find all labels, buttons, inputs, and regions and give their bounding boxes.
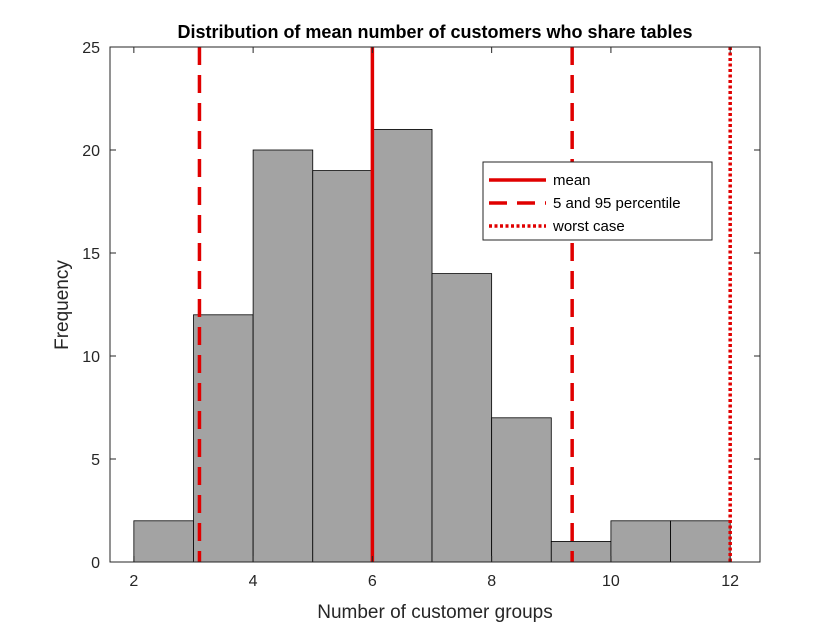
- reference-lines-group: [197, 47, 732, 562]
- x-tick-label: 8: [487, 573, 496, 590]
- x-tick-label: 4: [249, 573, 258, 590]
- y-tick-label: 15: [82, 246, 100, 263]
- legend: mean 5 and 95 percentile worst case: [482, 161, 713, 241]
- y-tick-label: 25: [82, 40, 100, 57]
- histogram-bar: [371, 128, 433, 563]
- histogram-bar: [431, 273, 493, 563]
- x-axis-label: Number of customer groups: [317, 602, 553, 623]
- y-tick-label: 10: [82, 349, 100, 366]
- plot-area-frame: [109, 46, 761, 563]
- legend-box: [482, 161, 713, 241]
- histogram-bar: [193, 314, 254, 563]
- histogram-bar: [670, 520, 731, 563]
- histogram-bar: [252, 149, 314, 563]
- bars-group: [133, 128, 731, 563]
- y-tick-label: 0: [91, 555, 100, 572]
- legend-label: mean: [553, 172, 591, 189]
- y-tick-label: 20: [82, 143, 100, 160]
- x-tick-label: 6: [368, 573, 377, 590]
- histogram-bar: [610, 520, 671, 563]
- x-tick-label: 12: [721, 573, 739, 590]
- histogram-bar: [133, 520, 194, 563]
- y-tick-label: 5: [91, 452, 100, 469]
- chart-title: Distribution of mean number of customers…: [177, 22, 692, 42]
- y-axis-label: Frequency: [52, 260, 73, 350]
- histogram-bar: [491, 417, 552, 563]
- x-tick-label: 2: [129, 573, 138, 590]
- axes-group: 2 4 6 8 10 12 0 5 10 15 20 25: [82, 40, 761, 590]
- x-tick-label: 10: [602, 573, 620, 590]
- histogram-bar: [312, 170, 373, 563]
- histogram-bar: [550, 541, 612, 563]
- legend-label: worst case: [552, 218, 625, 235]
- legend-label: 5 and 95 percentile: [553, 195, 681, 212]
